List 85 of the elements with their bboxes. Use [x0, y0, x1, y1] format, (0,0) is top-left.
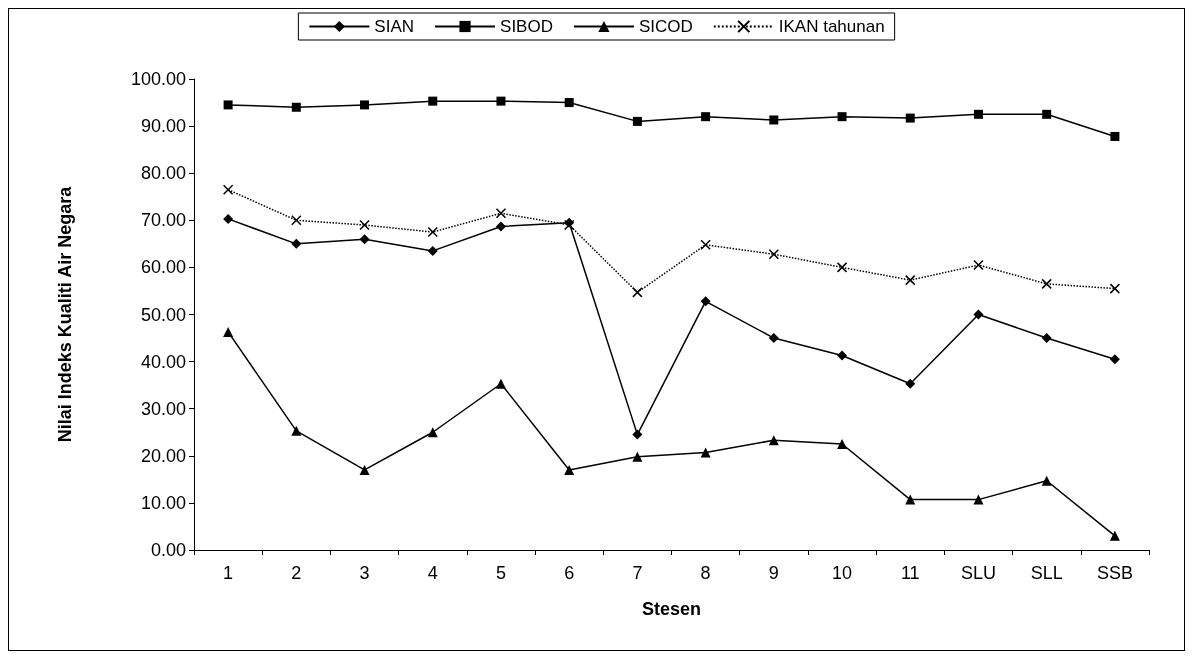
x-tick-label: 6: [564, 563, 575, 583]
point: [973, 309, 984, 320]
x-tick-label: 5: [495, 563, 506, 583]
x-tick-label: 3: [359, 563, 370, 583]
point: [701, 112, 711, 122]
point: [905, 494, 916, 505]
point: [1041, 278, 1052, 290]
point: [496, 96, 506, 106]
x-tick-label: 1: [223, 563, 234, 583]
legend-label: IKAN tahunan: [778, 17, 885, 36]
legend-label: SICOD: [638, 17, 693, 36]
point: [632, 287, 643, 298]
x-axis-title: Stesen: [641, 599, 702, 619]
x-tick-label: 10: [832, 563, 853, 583]
point: [973, 494, 984, 505]
point: [1109, 530, 1120, 541]
point: [905, 378, 916, 389]
point: [632, 116, 642, 126]
y-tick-label: 90.00: [140, 116, 186, 137]
point: [564, 98, 574, 108]
y-tick-label: 10.00: [140, 492, 186, 513]
y-axis-title: Nilai Indeks Kualiti Air Negara: [55, 185, 75, 443]
point: [768, 435, 779, 446]
point: [837, 439, 848, 450]
x-tick-label: 4: [427, 563, 438, 583]
point: [427, 245, 438, 256]
point: [222, 184, 234, 195]
point: [495, 221, 506, 232]
point: [223, 326, 234, 337]
point: [632, 451, 643, 462]
point: [837, 112, 847, 122]
point: [359, 219, 370, 231]
point: [291, 238, 302, 249]
point: [973, 109, 983, 119]
y-tick-label: 70.00: [140, 210, 186, 231]
point: [359, 464, 370, 475]
point: [564, 464, 575, 475]
point: [1041, 475, 1052, 486]
y-tick-label: 0.00: [150, 540, 186, 560]
point: [1041, 333, 1052, 344]
x-tick-label: 9: [768, 563, 779, 583]
point: [291, 425, 302, 436]
point: [700, 296, 711, 307]
y-tick-label: 100.00: [130, 69, 186, 89]
point: [223, 213, 234, 224]
y-tick-label: 60.00: [140, 257, 186, 278]
y-tick-label: 40.00: [140, 351, 186, 372]
x-tick-label: SSB: [1096, 563, 1133, 583]
point: [291, 102, 301, 112]
x-tick-label: 7: [632, 563, 643, 583]
legend-label: SIAN: [374, 17, 415, 36]
point: [360, 100, 370, 110]
point: [837, 350, 848, 361]
point: [291, 215, 302, 226]
point: [973, 259, 984, 271]
point: [768, 333, 779, 344]
y-tick-label: 30.00: [140, 398, 186, 419]
point: [836, 262, 848, 273]
point: [427, 226, 438, 238]
point: [223, 100, 233, 110]
x-tick-label: 11: [900, 563, 920, 583]
point: [700, 447, 711, 458]
legend-label: SIBOD: [500, 17, 553, 36]
y-tick-label: 20.00: [140, 445, 186, 466]
point: [359, 234, 370, 245]
point: [495, 378, 506, 389]
x-tick-label: 2: [291, 563, 302, 583]
point: [1109, 283, 1121, 294]
point: [428, 96, 438, 106]
x-tick-label: 8: [700, 563, 711, 583]
point: [905, 113, 915, 123]
point: [700, 239, 711, 251]
point: [495, 207, 507, 219]
point: [905, 274, 916, 286]
point: [1110, 131, 1120, 141]
point: [769, 115, 779, 125]
point: [632, 429, 643, 440]
point: [1042, 109, 1052, 119]
x-tick-label: SLL: [1030, 563, 1063, 583]
point: [427, 427, 438, 438]
point: [1109, 354, 1120, 365]
point: [768, 248, 780, 260]
y-tick-label: 50.00: [140, 304, 186, 325]
x-tick-label: SLU: [960, 563, 996, 583]
y-tick-label: 80.00: [140, 163, 186, 184]
